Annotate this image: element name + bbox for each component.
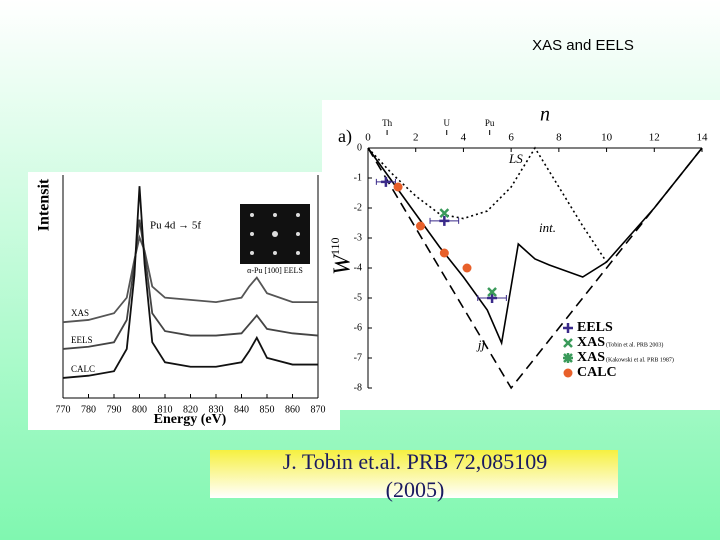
x-tick-label: 810 <box>158 404 173 415</box>
marker <box>415 221 425 231</box>
series-line <box>367 147 703 390</box>
citation-box <box>210 450 618 498</box>
x-tick-label: 0 <box>365 132 371 144</box>
y-axis-label: W <box>330 253 356 275</box>
x-tick-label: 10 <box>601 132 613 144</box>
y-tick-label: -3 <box>354 232 362 243</box>
marker <box>439 248 449 258</box>
marker <box>393 182 403 192</box>
y-tick-label: 0 <box>357 142 362 153</box>
panel-label: a) <box>338 126 352 147</box>
marker <box>439 215 450 226</box>
series-line <box>62 234 318 324</box>
legend-marker <box>563 323 573 333</box>
series-line <box>367 147 703 346</box>
element-label: Pu <box>485 118 495 128</box>
series-line <box>62 186 318 379</box>
marker <box>487 287 497 297</box>
curve-label: EELS <box>71 335 93 345</box>
x-tick-label: 870 <box>311 404 326 415</box>
series-line <box>62 219 319 350</box>
x-tick-label: 830 <box>209 404 224 415</box>
y-tick-label: -6 <box>354 322 362 333</box>
citation-line: (2005) <box>386 477 445 502</box>
x-tick-label: 820 <box>183 404 198 415</box>
curve-label: CALC <box>71 364 95 374</box>
y-tick-label: -4 <box>354 262 362 273</box>
inset-label: α-Pu [100] EELS <box>247 266 303 275</box>
element-label: U <box>443 118 450 128</box>
x-tick-label: 860 <box>285 404 300 415</box>
x-tick-label: 790 <box>107 404 122 415</box>
y-tick-label: -1 <box>354 172 362 183</box>
marker <box>487 293 498 303</box>
marker <box>380 176 391 187</box>
legend-label: EELS <box>577 320 613 335</box>
legend-note: (Tobin et al. PRB 2003) <box>606 341 663 348</box>
x-tick-label: 850 <box>260 404 275 415</box>
line-label: int. <box>539 220 556 235</box>
curve-label: XAS <box>71 308 89 318</box>
legend-note: (Kakowski et al. PRB 1987) <box>606 356 674 363</box>
y-tick-label: -7 <box>354 352 362 363</box>
x-axis-label: Energy (eV) <box>154 412 227 427</box>
x-tick-label: 6 <box>508 132 514 144</box>
line-label: LS <box>508 151 523 166</box>
y-tick-label: -5 <box>354 292 362 303</box>
marker <box>462 263 472 273</box>
marker <box>439 208 450 218</box>
annotation: Pu 4d → 5f <box>150 220 201 232</box>
y-axis-label: Intensit <box>36 178 53 231</box>
x-tick-label: 12 <box>649 132 660 144</box>
x-tick-label: 770 <box>56 404 71 415</box>
legend-label: XAS <box>577 350 605 365</box>
series-line <box>367 146 608 263</box>
right-figure <box>322 100 720 410</box>
x-tick-label: 14 <box>697 132 709 144</box>
y-tick-label: -8 <box>354 382 362 393</box>
x-tick-label: 8 <box>556 132 562 144</box>
y-axis-label-sup: 110 <box>328 237 342 255</box>
slide-title: XAS and EELS <box>532 37 634 54</box>
element-label: Th <box>382 118 392 128</box>
inset-dots <box>250 213 300 255</box>
citation-line: J. Tobin et.al. PRB 72,085109 <box>283 449 548 474</box>
x-tick-label: 840 <box>234 404 249 415</box>
line-label: jj <box>476 337 486 352</box>
legend-marker <box>563 368 573 378</box>
legend-label: XAS <box>577 335 605 350</box>
x-tick-label: 780 <box>81 404 96 415</box>
legend-marker <box>563 353 573 363</box>
x-tick-label: 800 <box>132 404 147 415</box>
legend-marker <box>563 338 573 348</box>
legend-label: CALC <box>577 365 617 380</box>
x-tick-label: 4 <box>461 132 467 144</box>
x-axis-label: n <box>540 104 550 126</box>
y-tick-label: -2 <box>354 202 362 213</box>
x-tick-label: 2 <box>413 132 419 144</box>
